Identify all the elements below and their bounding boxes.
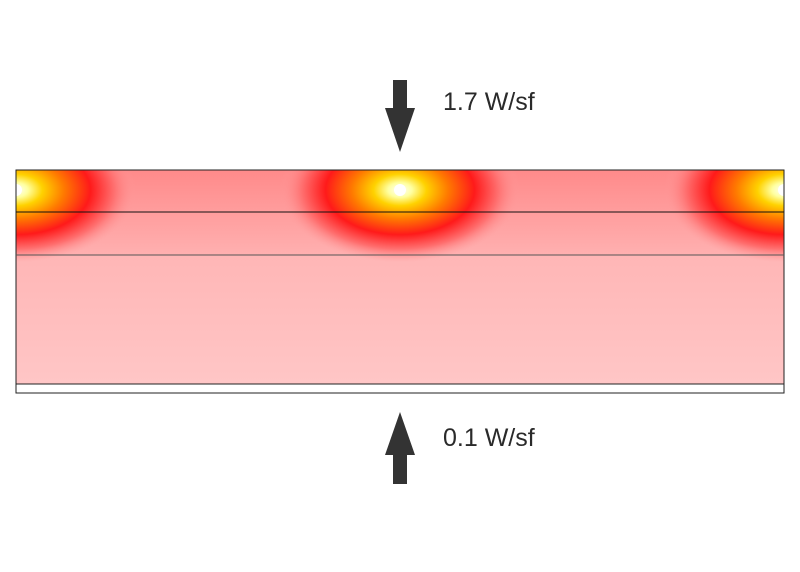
heat-source-core [16, 184, 22, 196]
heat-source-core [778, 184, 784, 196]
heat-source-group [16, 170, 784, 262]
heat-source-glow [16, 170, 136, 262]
slab-outline [15, 169, 785, 394]
slab-bottom-layer [15, 383, 785, 394]
top-flux-arrow-icon [385, 80, 415, 152]
bottom-flux-label: 0.1 W/sf [443, 424, 535, 452]
heat-source-core [394, 184, 406, 196]
bottom-flux-arrow-icon [385, 412, 415, 484]
slab-assembly [15, 169, 785, 394]
top-flux-label: 1.7 W/sf [443, 88, 535, 116]
heat-source-glow [664, 170, 784, 262]
slab-lower-layer [16, 255, 784, 384]
heat-source-glow [280, 170, 520, 262]
